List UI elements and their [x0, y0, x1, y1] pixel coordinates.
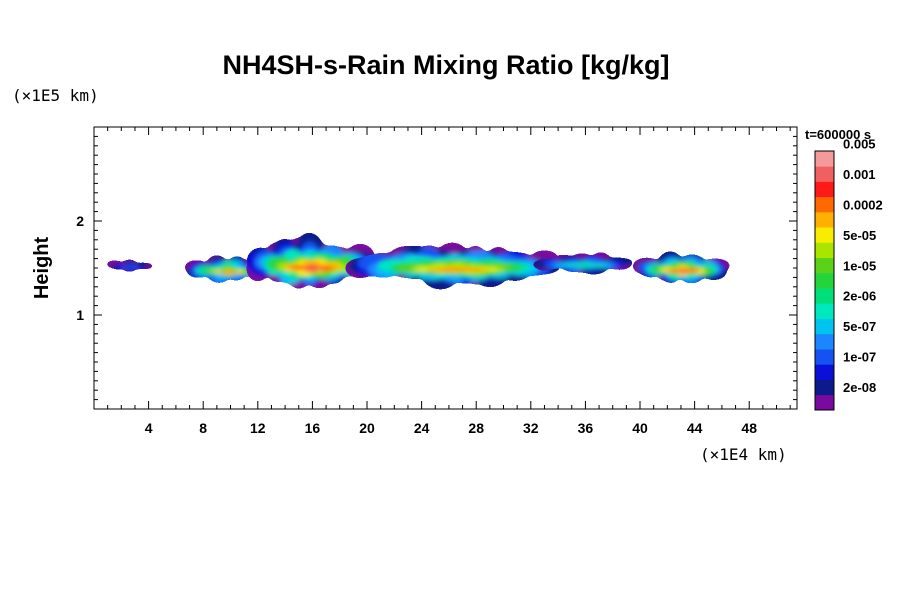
- colorbar-swatch: [815, 242, 834, 259]
- colorbar-swatch: [815, 227, 834, 243]
- chart-title: NH4SH-s-Rain Mixing Ratio [kg/kg]: [222, 50, 669, 80]
- contour-blob: [451, 268, 467, 272]
- x-tick-label: 24: [414, 420, 430, 436]
- contour-blob: [466, 268, 481, 271]
- x-tick-label: 20: [359, 420, 375, 436]
- contour-blob: [685, 270, 692, 273]
- x-tick-label: 48: [741, 420, 757, 436]
- x-tick-label: 8: [199, 420, 207, 436]
- x-tick-label: 44: [687, 420, 703, 436]
- field-region: [105, 259, 155, 273]
- contour-blob: [133, 265, 140, 269]
- colorbar-swatch: [815, 379, 834, 396]
- plot-area: [105, 232, 731, 290]
- contour-blob: [302, 267, 310, 271]
- x-tick-label: 12: [250, 420, 266, 436]
- colorbar-label: 1e-05: [843, 258, 876, 273]
- colorbar-swatch: [815, 349, 834, 365]
- x-unit-label: (×1E4 km): [700, 445, 787, 464]
- contour-blob: [127, 264, 134, 269]
- colorbar-swatch: [815, 166, 834, 182]
- contour-blob: [121, 265, 128, 269]
- colorbar-swatch: [815, 364, 834, 380]
- y-tick-label: 2: [76, 213, 84, 229]
- colorbar-border: [814, 150, 835, 411]
- colorbar-swatch: [815, 303, 834, 319]
- field-region: [632, 251, 731, 284]
- x-tick-label: 16: [305, 420, 321, 436]
- colorbar-swatch: [815, 181, 834, 198]
- contour-blob: [571, 264, 580, 267]
- field-region: [532, 252, 634, 275]
- field-region: [345, 242, 561, 290]
- contour-blob: [675, 270, 682, 273]
- colorbar-label: 0.0002: [843, 197, 883, 212]
- colorbar-swatch: [815, 196, 834, 213]
- colorbar-label: 0.005: [843, 136, 876, 151]
- x-tick-label: 36: [578, 420, 594, 436]
- y-tick-label: 1: [76, 307, 84, 323]
- y-axis-title: Height: [31, 237, 53, 300]
- colorbar-swatch: [815, 272, 834, 289]
- y-unit-label: (×1E5 km): [12, 86, 99, 105]
- colorbar-swatch: [815, 257, 834, 274]
- colorbar-label: 1e-07: [843, 350, 876, 365]
- x-tick-label: 4: [145, 420, 153, 436]
- contour-blob: [221, 271, 228, 274]
- x-tick-label: 28: [468, 420, 484, 436]
- colorbar: 2e-08 1e-07 5e-07 2e-06 1e-05 5e-05 0.0002 0.00…: [814, 136, 883, 411]
- colorbar-label: 0.001: [843, 167, 876, 182]
- x-tick-label: 32: [523, 420, 539, 436]
- contour-blob: [316, 267, 324, 271]
- colorbar-swatch: [815, 318, 834, 335]
- y-axis: 12: [76, 135, 797, 401]
- colorbar-swatch: [815, 288, 834, 304]
- time-label: t=600000 s: [805, 127, 871, 142]
- colorbar-label: 5e-07: [843, 319, 876, 334]
- contour-blob: [437, 269, 452, 272]
- colorbar-swatch: [815, 211, 834, 228]
- contour-blob: [231, 271, 237, 274]
- contour-blob: [589, 263, 599, 267]
- colorbar-label: 2e-08: [843, 380, 876, 395]
- colorbar-swatch: [815, 151, 834, 167]
- x-axis: 4 8 12 16 20 24 28 32 36 40 44 48: [107, 127, 791, 436]
- colorbar-label: 5e-05: [843, 228, 876, 243]
- colorbar-label: 2e-06: [843, 289, 876, 304]
- colorbar-swatch: [815, 394, 834, 411]
- contour-blob: [579, 264, 590, 267]
- colorbar-swatch: [815, 333, 834, 350]
- contour-blob: [226, 271, 233, 274]
- x-tick-label: 40: [632, 420, 648, 436]
- contour-blob: [308, 267, 317, 271]
- contour-blob: [680, 270, 687, 273]
